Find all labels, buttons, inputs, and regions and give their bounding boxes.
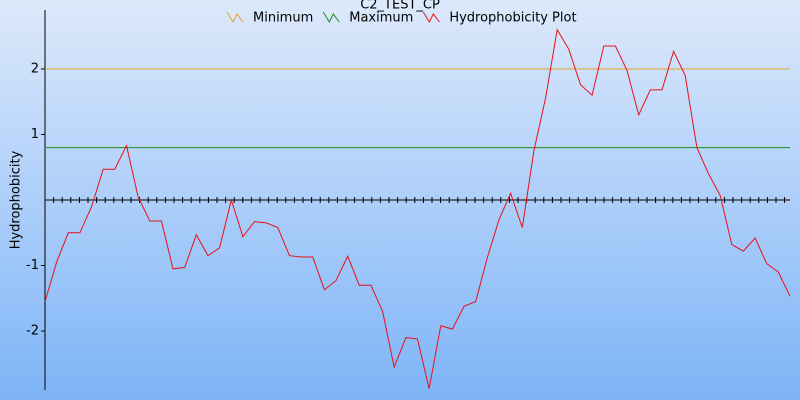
legend-label: Minimum [253, 11, 313, 26]
legend-icon [226, 11, 244, 24]
data-line [44, 28, 791, 389]
y-tick-label: 1 [31, 127, 39, 142]
y-tick-label: -2 [26, 324, 39, 339]
chart-title: C2_TEST_CP [360, 0, 440, 13]
y-tick-label: 2 [31, 61, 39, 76]
legend-label: Hydrophobicity Plot [449, 11, 576, 26]
legend-label: Maximum [349, 11, 413, 26]
legend-icon [422, 11, 440, 24]
y-tick-label: -1 [26, 258, 39, 273]
legend-icon [322, 11, 340, 24]
y-axis-label: Hydrophobicity [9, 150, 24, 249]
